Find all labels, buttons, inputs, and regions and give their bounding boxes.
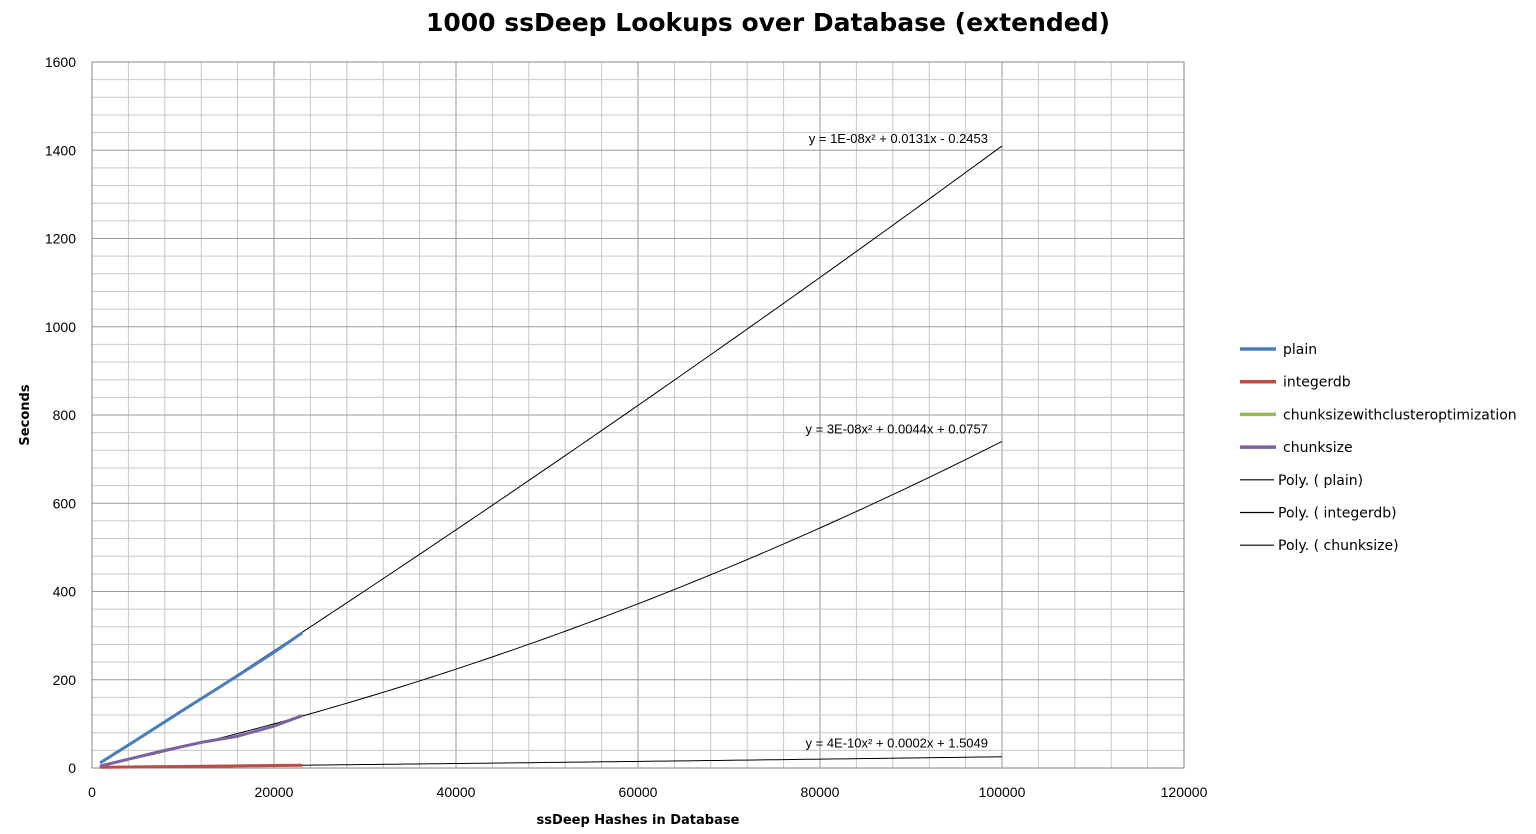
y-tick-label: 400 — [53, 584, 77, 600]
legend-label: chunksize — [1283, 440, 1353, 456]
x-tick-label: 100000 — [979, 784, 1026, 800]
y-tick-label: 1400 — [45, 142, 76, 158]
legend-label: plain — [1283, 342, 1317, 358]
legend-label: Poly. ( plain) — [1278, 473, 1363, 489]
y-tick-label: 200 — [53, 672, 77, 688]
series-line-integerdb — [99, 763, 303, 769]
x-axis-title: ssDeep Hashes in Database — [537, 813, 740, 828]
x-tick-label: 0 — [88, 784, 96, 800]
series-group — [99, 631, 303, 769]
trendlines — [100, 145, 1003, 768]
legend-label: integerdb — [1283, 375, 1351, 391]
x-tick-label: 40000 — [437, 784, 476, 800]
y-tick-label: 1000 — [45, 319, 76, 335]
plot-area — [91, 61, 1185, 769]
x-tick-label: 120000 — [1161, 784, 1208, 800]
trend-equation-plain: y = 1E-08x² + 0.0131x - 0.2453 — [809, 131, 988, 146]
x-tick-label: 20000 — [255, 784, 294, 800]
y-tick-label: 800 — [53, 407, 77, 423]
chart-title: 1000 ssDeep Lookups over Database (exten… — [426, 8, 1110, 37]
series-line-chunksize — [99, 714, 303, 768]
legend-label: Poly. ( integerdb) — [1278, 506, 1397, 522]
series-line-plain — [99, 631, 303, 764]
x-tick-label: 80000 — [801, 784, 840, 800]
legend-label: chunksizewithclusteroptimization — [1283, 407, 1517, 423]
y-tick-label: 1200 — [45, 231, 76, 247]
trend-equation-chunksize: y = 3E-08x² + 0.0044x + 0.0757 — [806, 421, 989, 436]
x-tick-label: 60000 — [619, 784, 658, 800]
y-axis-title: Seconds — [18, 384, 33, 445]
y-tick-label: 600 — [53, 495, 77, 511]
grid — [91, 61, 1185, 769]
y-tick-label: 1600 — [45, 54, 76, 70]
trend-equation-integerdb: y = 4E-10x² + 0.0002x + 1.5049 — [806, 736, 989, 751]
legend: plain integerdb chunksizewithclusteroptimi… — [1240, 342, 1517, 554]
axes: 0 20000 40000 60000 80000 100000 120000 0 200 400… — [45, 54, 1208, 800]
trendline-chunksize — [100, 440, 1003, 767]
y-tick-label: 0 — [68, 760, 76, 776]
legend-label: Poly. ( chunksize) — [1278, 538, 1399, 554]
trend-equations: y = 1E-08x² + 0.0131x - 0.2453 y = 4E-10x… — [806, 131, 989, 751]
